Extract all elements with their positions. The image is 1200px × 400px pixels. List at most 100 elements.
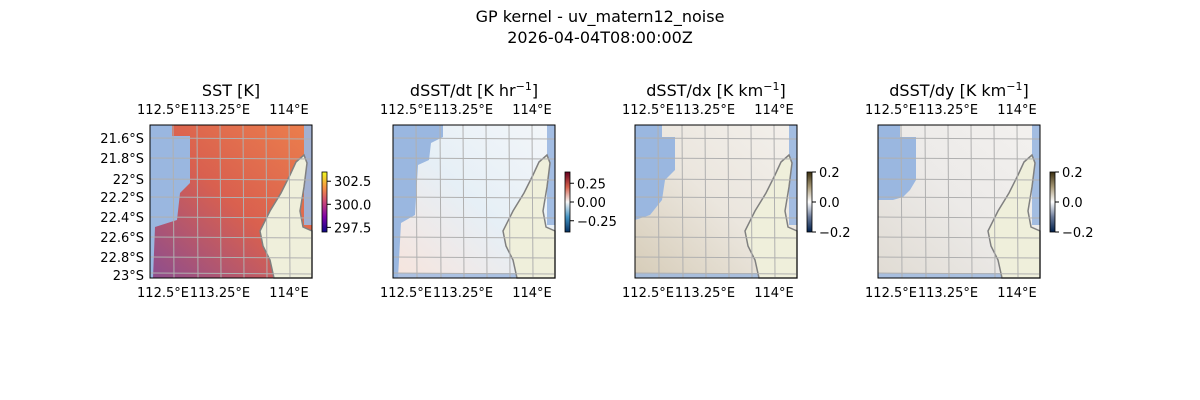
gridline-meridian (415, 124, 418, 279)
map-panel (392, 124, 556, 279)
axes-frame (634, 124, 798, 279)
axes-frame (149, 124, 313, 279)
gridline-parallel (634, 137, 798, 140)
gridline-parallel (877, 137, 1041, 140)
gridline-parallel (877, 157, 1041, 160)
axes-frame (877, 124, 1041, 279)
y-tick-label: 21.6°S (100, 132, 144, 147)
masked-region-coast (789, 125, 797, 225)
gridline-parallel (149, 272, 313, 275)
gridline-parallel (149, 216, 313, 219)
panel-title: dSST/dy [K km−1] (889, 80, 1028, 100)
masked-region (393, 125, 443, 278)
x-tick-label-top: 114°E (269, 103, 309, 118)
x-tick-label-bottom: 114°E (512, 286, 552, 301)
land-polygon (259, 153, 313, 279)
map-panel (877, 124, 1041, 279)
gridline-parallel (634, 272, 798, 275)
y-tick-label: 22.6°S (100, 231, 144, 246)
gridline-parallel (877, 178, 1041, 181)
gridline-meridian (727, 124, 730, 279)
panel-title: dSST/dt [K hr−1] (410, 80, 538, 100)
colorbar (564, 171, 571, 233)
gridline-parallel (634, 216, 798, 219)
gridline-meridian (1016, 124, 1019, 279)
gridline-parallel (634, 178, 798, 181)
panel-title-superscript: −1 (763, 80, 779, 93)
gridline-parallel (149, 236, 313, 239)
gridline-parallel (149, 256, 313, 259)
x-tick-label-top: 113.25°E (918, 103, 978, 118)
panel-title-superscript: −1 (516, 80, 532, 93)
gridline-meridian (242, 124, 245, 279)
colorbar-tick-label: 0.00 (577, 196, 606, 211)
map-panel (634, 124, 798, 279)
figure-title: GP kernel - uv_matern12_noise (475, 7, 725, 26)
gridline-parallel (392, 236, 556, 239)
gridline-parallel (877, 236, 1041, 239)
gridline-meridian (508, 124, 511, 279)
colorbar-tick-label: 0.0 (819, 196, 840, 211)
x-tick-label-bottom: 114°E (269, 286, 309, 301)
x-tick-label-bottom: 113.25°E (433, 286, 493, 301)
x-tick-label-top: 112.5°E (137, 103, 189, 118)
colorbar (321, 171, 328, 233)
gridline-parallel (877, 216, 1041, 219)
panel-title: SST [K] (202, 81, 260, 100)
x-tick-label-bottom: 113.25°E (918, 286, 978, 301)
y-tick-label: 22.2°S (100, 191, 144, 206)
gridline-meridian (970, 124, 973, 279)
masked-region (150, 125, 190, 278)
masked-region-coast (304, 125, 312, 225)
colorbar-tick-label: 297.5 (334, 221, 371, 236)
colorbar-tick-label: −0.2 (1062, 226, 1094, 241)
gridline-parallel (877, 256, 1041, 259)
gridline-meridian (900, 124, 903, 279)
x-tick-label-bottom: 112.5°E (380, 286, 432, 301)
gridline-parallel (149, 137, 313, 140)
gridline-meridian (704, 124, 707, 279)
masked-region-coast (1032, 125, 1040, 225)
panel-title: dSST/dx [K km−1] (646, 80, 785, 100)
masked-region-coast (547, 125, 555, 225)
x-tick-label-top: 114°E (512, 103, 552, 118)
masked-region (635, 125, 675, 220)
gridline-meridian (462, 124, 465, 279)
panel-title-superscript: −1 (1006, 80, 1022, 93)
x-tick-label-bottom: 112.5°E (622, 286, 674, 301)
x-tick-label-top: 112.5°E (865, 103, 917, 118)
colorbar (806, 171, 813, 233)
y-tick-label: 23°S (113, 269, 144, 284)
masked-region-bottom (393, 273, 555, 278)
masked-region-bottom (878, 273, 1040, 278)
panel-title-end: ] (779, 81, 785, 100)
y-tick-label: 21.8°S (100, 152, 144, 167)
figure-subtitle: 2026-04-04T08:00:00Z (507, 28, 693, 47)
panel-title-end: ] (532, 81, 538, 100)
land-polygon (502, 153, 556, 279)
gridline-meridian (219, 124, 222, 279)
colorbar-tick-label: 0.0 (1062, 196, 1083, 211)
x-tick-label-bottom: 112.5°E (137, 286, 189, 301)
land-polygon (987, 153, 1041, 279)
x-tick-label-top: 112.5°E (622, 103, 674, 118)
colorbar-tick-label: 0.25 (577, 177, 606, 192)
masked-region-bottom (635, 273, 797, 278)
masked-region (878, 125, 916, 200)
map-panel (149, 124, 313, 279)
colorbar-tick-label: 0.2 (819, 166, 840, 181)
gridline-meridian (288, 124, 291, 279)
gridline-meridian (196, 124, 199, 279)
gridline-parallel (392, 256, 556, 259)
panel-title-end: ] (1022, 81, 1028, 100)
gridline-parallel (149, 157, 313, 160)
x-tick-label-top: 113.25°E (433, 103, 493, 118)
y-tick-label: 22.4°S (100, 211, 144, 226)
x-tick-label-top: 114°E (754, 103, 794, 118)
gridline-meridian (265, 124, 268, 279)
gridline-parallel (392, 216, 556, 219)
gridline-meridian (947, 124, 950, 279)
gridline-meridian (681, 124, 684, 279)
gridline-parallel (634, 157, 798, 160)
gridline-parallel (392, 272, 556, 275)
